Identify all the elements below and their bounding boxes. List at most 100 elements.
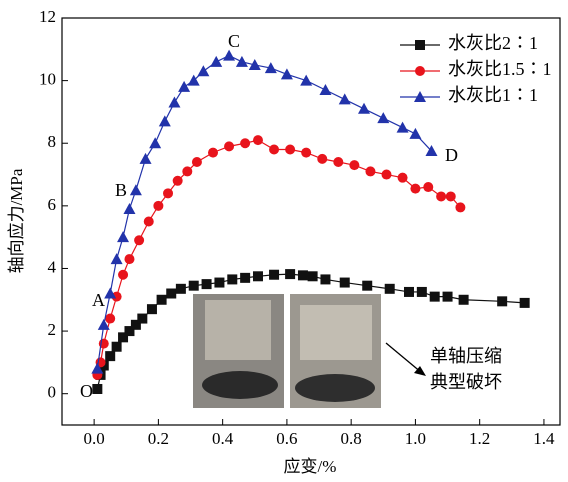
x-tick-label: 0.0 bbox=[84, 429, 105, 448]
legend-marker bbox=[414, 91, 426, 102]
marker bbox=[129, 184, 142, 196]
marker bbox=[285, 144, 296, 155]
marker bbox=[117, 231, 130, 243]
marker bbox=[416, 286, 427, 297]
marker bbox=[105, 351, 116, 362]
x-tick-label: 1.4 bbox=[533, 429, 555, 448]
y-tick-label: 6 bbox=[48, 195, 57, 214]
marker bbox=[377, 112, 390, 124]
annotation: A bbox=[92, 290, 105, 310]
legend-marker bbox=[415, 66, 425, 76]
annotation: 典型破坏 bbox=[430, 372, 502, 392]
marker bbox=[280, 68, 293, 80]
marker bbox=[410, 183, 421, 194]
annotation: B bbox=[115, 180, 127, 200]
marker bbox=[384, 283, 395, 294]
marker bbox=[137, 313, 148, 324]
y-axis-title: 轴向应力/MPa bbox=[7, 168, 26, 273]
marker bbox=[442, 291, 453, 302]
marker bbox=[429, 291, 440, 302]
marker bbox=[143, 216, 154, 227]
marker bbox=[349, 160, 360, 171]
marker bbox=[187, 74, 200, 86]
plot-frame bbox=[61, 17, 561, 426]
x-axis-title: 应变/% bbox=[284, 457, 337, 476]
marker bbox=[458, 294, 469, 305]
marker bbox=[118, 269, 129, 280]
marker bbox=[381, 169, 392, 180]
marker bbox=[297, 270, 308, 281]
marker bbox=[124, 326, 135, 337]
x-tick-label: 0.6 bbox=[276, 429, 297, 448]
marker bbox=[124, 254, 135, 265]
marker bbox=[158, 115, 171, 127]
marker bbox=[175, 283, 186, 294]
annotation: D bbox=[445, 145, 458, 165]
x-tick-label: 1.0 bbox=[405, 429, 426, 448]
photo-detail bbox=[300, 305, 372, 360]
marker bbox=[333, 157, 344, 168]
marker bbox=[178, 80, 191, 92]
arrow-head bbox=[414, 366, 426, 376]
marker bbox=[92, 383, 103, 394]
photo-detail bbox=[205, 300, 271, 360]
marker bbox=[191, 157, 202, 168]
annotation: C bbox=[228, 31, 240, 51]
marker bbox=[163, 188, 174, 199]
marker bbox=[497, 296, 508, 307]
annotation: 单轴压缩 bbox=[430, 346, 502, 366]
marker bbox=[134, 235, 145, 246]
marker bbox=[156, 294, 167, 305]
marker bbox=[166, 288, 177, 299]
y-tick-label: 12 bbox=[39, 7, 56, 26]
marker bbox=[208, 147, 219, 158]
marker bbox=[423, 182, 434, 193]
marker bbox=[130, 319, 141, 330]
x-tick-label: 0.4 bbox=[212, 429, 234, 448]
marker bbox=[252, 135, 263, 146]
marker bbox=[153, 200, 164, 211]
marker bbox=[338, 93, 351, 105]
marker bbox=[91, 362, 104, 374]
marker bbox=[425, 145, 438, 157]
marker bbox=[224, 141, 235, 152]
y-tick-label: 0 bbox=[48, 383, 57, 402]
marker bbox=[123, 202, 136, 214]
marker bbox=[455, 202, 466, 213]
series-line bbox=[96, 54, 432, 369]
marker bbox=[240, 272, 251, 283]
marker bbox=[223, 49, 236, 61]
marker bbox=[358, 102, 371, 114]
marker bbox=[403, 286, 414, 297]
marker bbox=[319, 84, 332, 96]
legend-label: 水灰比1.5∶1 bbox=[448, 59, 552, 79]
marker bbox=[182, 166, 193, 177]
annotation: O bbox=[80, 381, 93, 401]
marker bbox=[252, 271, 263, 282]
x-tick-label: 1.2 bbox=[469, 429, 490, 448]
marker bbox=[519, 297, 530, 308]
marker bbox=[111, 291, 122, 302]
marker bbox=[269, 144, 280, 155]
marker bbox=[227, 274, 238, 285]
y-tick-label: 8 bbox=[48, 132, 57, 151]
marker bbox=[146, 304, 157, 315]
marker bbox=[139, 152, 152, 164]
marker bbox=[339, 277, 350, 288]
x-tick-label: 0.2 bbox=[148, 429, 169, 448]
marker bbox=[235, 55, 248, 67]
marker bbox=[320, 274, 331, 285]
marker bbox=[105, 313, 116, 324]
marker bbox=[210, 55, 223, 67]
arrow bbox=[385, 342, 423, 374]
marker bbox=[396, 121, 409, 133]
marker bbox=[201, 279, 212, 290]
marker bbox=[168, 96, 181, 108]
marker bbox=[300, 74, 313, 86]
marker bbox=[397, 172, 408, 183]
marker bbox=[188, 280, 199, 291]
x-tick-label: 0.8 bbox=[341, 429, 362, 448]
y-tick-label: 2 bbox=[48, 320, 57, 339]
marker bbox=[285, 269, 296, 280]
marker bbox=[409, 127, 422, 139]
